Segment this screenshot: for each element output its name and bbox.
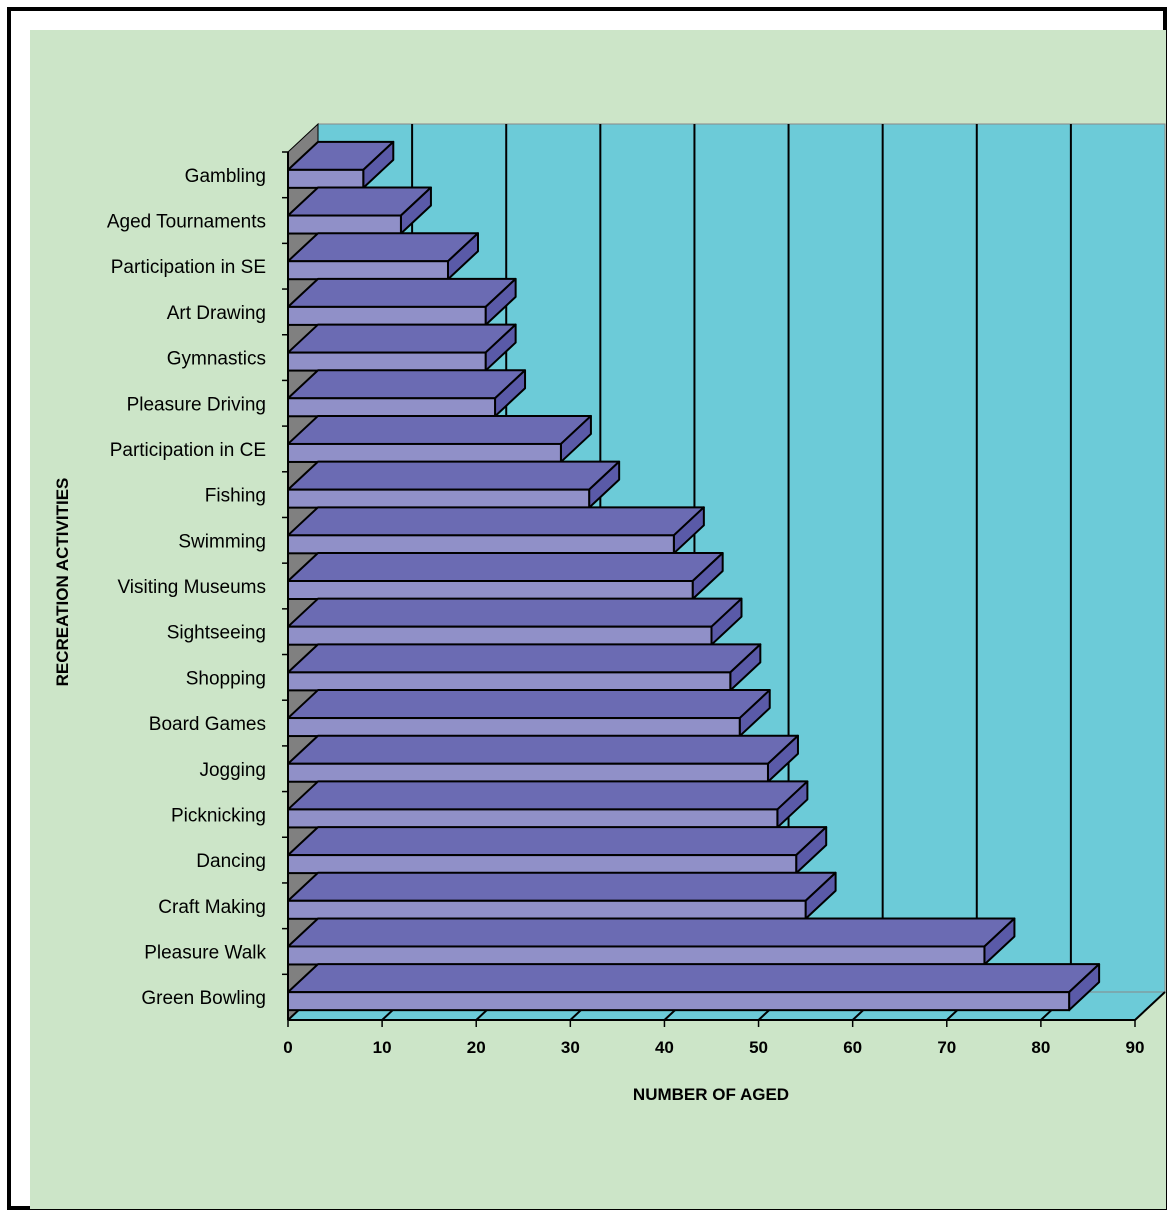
x-tick-label: 40 bbox=[655, 1038, 674, 1057]
bar bbox=[287, 945, 986, 966]
category-label: Gymnastics bbox=[167, 349, 266, 370]
category-label: Pleasure Walk bbox=[144, 942, 266, 963]
x-tick-label: 10 bbox=[373, 1038, 392, 1057]
bar-top bbox=[287, 277, 517, 308]
category-label: Gambling bbox=[185, 166, 266, 187]
bar-top bbox=[287, 917, 1016, 948]
bar bbox=[287, 671, 732, 692]
category-label: Jogging bbox=[199, 760, 266, 781]
bar-top bbox=[287, 323, 517, 354]
bar-top bbox=[287, 734, 799, 765]
category-label: Shopping bbox=[186, 668, 266, 689]
bar bbox=[287, 717, 741, 738]
category-label: Dancing bbox=[196, 851, 266, 872]
x-tick-label: 30 bbox=[561, 1038, 580, 1057]
bar bbox=[287, 762, 769, 783]
x-tick-label: 0 bbox=[283, 1038, 292, 1057]
x-tick-label: 90 bbox=[1126, 1038, 1145, 1057]
bar bbox=[287, 260, 449, 281]
category-label: Craft Making bbox=[158, 897, 266, 918]
bar bbox=[287, 625, 713, 646]
category-label: Fishing bbox=[205, 486, 266, 507]
category-label: Aged Tournaments bbox=[107, 212, 266, 233]
bar bbox=[287, 534, 675, 555]
bar bbox=[287, 168, 365, 189]
category-label: Pleasure Driving bbox=[127, 394, 266, 415]
bar-top bbox=[287, 780, 809, 811]
y-axis-title: RECREATION ACTIVITIES bbox=[53, 478, 72, 687]
bar-top bbox=[287, 414, 592, 445]
category-label: Picknicking bbox=[171, 805, 266, 826]
category-label: Participation in SE bbox=[111, 257, 266, 278]
bar-top bbox=[287, 232, 479, 263]
bar-top bbox=[287, 871, 837, 902]
category-label: Participation in CE bbox=[110, 440, 266, 461]
x-tick-label: 70 bbox=[937, 1038, 956, 1057]
bar bbox=[287, 397, 497, 418]
bar-top bbox=[287, 506, 705, 537]
bar-top bbox=[287, 597, 743, 628]
bar bbox=[287, 488, 591, 509]
bar-top bbox=[287, 460, 621, 491]
bar bbox=[287, 854, 798, 875]
bar bbox=[287, 808, 779, 829]
category-label: Swimming bbox=[178, 531, 266, 552]
bar-top bbox=[287, 689, 771, 720]
bar bbox=[287, 580, 694, 600]
bar-top bbox=[287, 369, 527, 400]
bar bbox=[287, 214, 402, 235]
x-axis-title: NUMBER OF AGED bbox=[633, 1085, 789, 1104]
category-label: Visiting Museums bbox=[117, 577, 266, 598]
category-label: Green Bowling bbox=[141, 988, 266, 1009]
category-label: Sightseeing bbox=[167, 623, 266, 644]
bar-top bbox=[287, 643, 762, 674]
x-tick-label: 60 bbox=[843, 1038, 862, 1057]
bar bbox=[287, 899, 807, 920]
floor-gridline bbox=[1134, 991, 1166, 1021]
bar bbox=[287, 351, 487, 372]
category-label: Art Drawing bbox=[167, 303, 266, 324]
bar bbox=[287, 305, 487, 326]
bar bbox=[287, 991, 1071, 1012]
category-label: Board Games bbox=[149, 714, 266, 735]
bar bbox=[287, 442, 562, 463]
x-tick-label: 50 bbox=[749, 1038, 768, 1057]
bar-top bbox=[287, 963, 1101, 994]
bar-top bbox=[287, 552, 724, 582]
x-tick-label: 80 bbox=[1031, 1038, 1050, 1057]
bar-top bbox=[287, 826, 828, 857]
x-tick-label: 20 bbox=[467, 1038, 486, 1057]
